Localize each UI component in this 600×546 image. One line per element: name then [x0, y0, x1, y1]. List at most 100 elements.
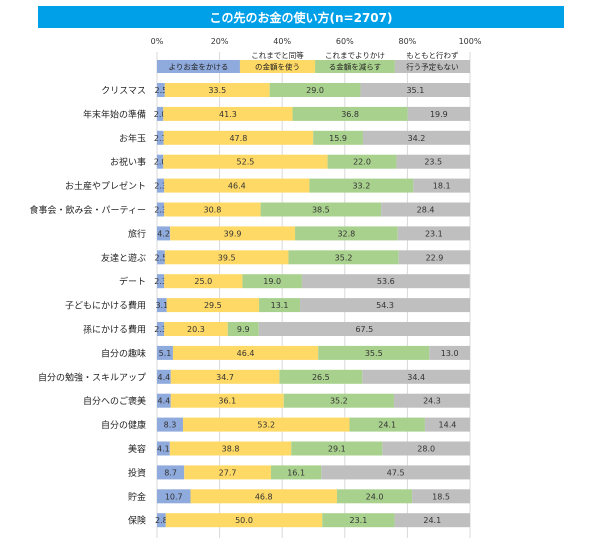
legend-label: 行う予定もない [406, 62, 459, 72]
legend-label: の金額を使う [255, 62, 300, 72]
bar-segment [157, 106, 164, 121]
bar-segment [157, 465, 185, 480]
bar-segment [157, 202, 165, 217]
bar-segment [170, 226, 296, 241]
data-label: 8.7 [164, 468, 177, 477]
data-label: 18.5 [432, 492, 450, 501]
bar-segment [170, 393, 284, 408]
data-label: 4.4 [158, 373, 171, 382]
data-label: 13.0 [441, 349, 459, 358]
bar-segment [172, 345, 319, 360]
bar-segment [164, 178, 310, 193]
chart-title: この先のお金の使い方(n=2707) [38, 6, 564, 28]
bar-segment [166, 298, 260, 313]
bar-segment [322, 513, 395, 528]
bar-segment [259, 298, 301, 313]
bar-segment [292, 106, 408, 121]
legend-label: よりお金をかける [169, 62, 229, 72]
legend-label: これまでよりかけ [325, 51, 385, 60]
bar-segment [407, 106, 470, 121]
bar-segment [279, 369, 363, 384]
data-label: 24.1 [423, 516, 441, 525]
data-label: 20.3 [187, 325, 205, 334]
category-label: 友達と遊ぶ [101, 252, 146, 264]
bar-segment [397, 226, 470, 241]
bar-segment [318, 345, 430, 360]
bar-segment [157, 417, 183, 432]
data-label: 9.9 [237, 325, 250, 334]
data-label: 33.5 [208, 86, 226, 95]
bar-segment [157, 345, 173, 360]
bar-segment [190, 489, 337, 504]
x-tick-label: 100% [459, 37, 482, 46]
data-label: 29.5 [204, 301, 222, 310]
data-label: 41.3 [219, 110, 237, 119]
data-label: 35.1 [406, 86, 424, 95]
category-label: 貯金 [128, 491, 146, 503]
x-tick-label: 20% [211, 37, 229, 46]
data-label: 46.8 [255, 492, 273, 501]
bar-segment [269, 83, 361, 97]
bar-segment [164, 274, 243, 289]
data-label: 4.4 [158, 397, 171, 406]
data-label: 39.9 [224, 229, 242, 238]
bar-segment [396, 154, 470, 169]
bar-segment [258, 322, 470, 336]
data-label: 50.0 [235, 516, 253, 525]
data-label: 2.3 [154, 182, 167, 191]
legend-swatch [315, 60, 395, 73]
bar-segment [429, 345, 470, 360]
data-label: 8.3 [164, 421, 177, 430]
category-label: 自分の趣味 [101, 347, 146, 359]
bar-segment [163, 154, 328, 169]
bar-segment [313, 130, 363, 145]
data-label: 24.1 [378, 421, 396, 430]
bar-segment [157, 441, 170, 456]
data-label: 23.1 [350, 516, 368, 525]
data-label: 15.9 [329, 134, 347, 143]
data-label: 2.0 [154, 110, 167, 119]
bar-segment [157, 226, 171, 241]
bar-segment [170, 369, 280, 384]
category-label: 保険 [128, 515, 146, 527]
data-label: 23.1 [425, 229, 443, 238]
data-label: 18.1 [433, 182, 451, 191]
x-tick-label: 40% [273, 37, 291, 46]
x-tick-label: 0% [151, 37, 164, 46]
category-label: お祝い事 [110, 156, 146, 168]
data-label: 36.8 [341, 110, 359, 119]
bar-segment [270, 465, 322, 480]
data-label: 2.0 [154, 158, 167, 167]
legend-label: これまでと同等 [251, 50, 304, 60]
data-label: 47.5 [387, 468, 405, 477]
data-label: 39.5 [218, 253, 236, 262]
bar-segment [163, 106, 293, 121]
data-label: 22.0 [353, 158, 371, 167]
data-label: 3.1 [155, 301, 168, 310]
data-label: 35.2 [335, 253, 353, 262]
data-label: 35.2 [330, 397, 348, 406]
data-label: 25.0 [194, 277, 212, 286]
bar-segment [184, 465, 271, 480]
bar-segment [362, 369, 470, 384]
data-label: 5.1 [159, 349, 172, 358]
data-label: 53.6 [377, 277, 395, 286]
data-label: 34.2 [408, 134, 426, 143]
bar-segment [157, 298, 167, 313]
data-label: 33.2 [352, 182, 370, 191]
bar-segment [283, 393, 394, 408]
bar-segment [413, 178, 470, 193]
data-label: 13.1 [271, 301, 289, 310]
bar-segment [242, 274, 302, 289]
bar-segment [394, 513, 470, 528]
bar-segment [412, 489, 470, 504]
bar-segment [164, 83, 270, 97]
category-label: 孫にかける費用 [83, 324, 146, 336]
bar-segment [164, 322, 228, 336]
data-label: 30.8 [203, 206, 221, 215]
bar-segment [157, 513, 166, 528]
legend-swatch [157, 60, 240, 73]
data-label: 29.0 [306, 86, 324, 95]
bar-segment [336, 489, 413, 504]
category-label: 自分の勉強・スキルアップ [38, 371, 146, 383]
